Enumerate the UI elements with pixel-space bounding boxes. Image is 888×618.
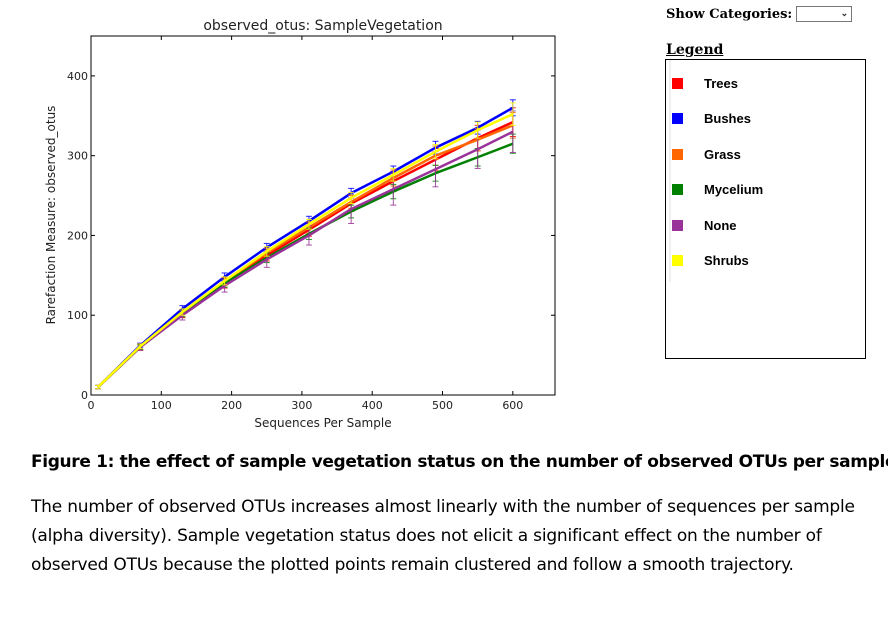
y-tick-label: 300 xyxy=(67,150,88,163)
x-tick-label: 100 xyxy=(151,399,172,412)
legend-box: Trees Bushes Grass Mycelium None Shrubs xyxy=(665,59,866,359)
legend-label: None xyxy=(704,218,737,233)
x-tick-label: 400 xyxy=(362,399,383,412)
series-line-grass xyxy=(97,124,514,388)
series-mycelium xyxy=(95,133,516,390)
chevron-down-icon: ⌄ xyxy=(840,9,849,19)
series-grass xyxy=(95,112,516,390)
series-layer xyxy=(95,99,516,390)
y-axis-title: Rarefaction Measure: observed_otus xyxy=(44,106,58,325)
rarefaction-chart: observed_otus: SampleVegetation 0 100 200 3… xyxy=(44,18,556,430)
figure-caption-title: Figure 1: the effect of sample vegetatio… xyxy=(31,452,888,472)
show-categories-select[interactable]: ⌄ xyxy=(796,6,853,22)
legend-swatch xyxy=(672,149,683,160)
legend-item-none[interactable]: None xyxy=(672,218,737,233)
series-shrubs xyxy=(95,102,516,390)
axis-ticks: 0 100 200 300 400 500 600 0 100 200 300 400 xyxy=(67,36,555,412)
x-tick-label: 200 xyxy=(221,399,242,412)
legend-label: Shrubs xyxy=(704,253,749,268)
series-none xyxy=(95,110,516,390)
legend-scroll-track xyxy=(669,60,671,282)
show-categories-control: Show Categories: ⌄ xyxy=(666,6,853,22)
chart-title: observed_otus: SampleVegetation xyxy=(203,18,442,34)
plot-area xyxy=(90,35,556,396)
y-tick-label: 0 xyxy=(81,389,88,402)
x-tick-label: 500 xyxy=(432,399,453,412)
series-line-mycelium xyxy=(97,142,514,388)
y-tick-label: 100 xyxy=(67,309,88,322)
legend-swatch xyxy=(672,220,683,231)
figure-caption-body: The number of observed OTUs increases al… xyxy=(31,497,855,575)
legend-label: Trees xyxy=(704,76,738,91)
legend-swatch xyxy=(672,113,683,124)
series-line-none xyxy=(97,130,514,388)
y-tick-label: 200 xyxy=(67,229,88,242)
legend-item-trees[interactable]: Trees xyxy=(672,76,738,91)
x-tick-label: 300 xyxy=(291,399,312,412)
x-axis-title: Sequences Per Sample xyxy=(254,416,391,430)
legend-label: Mycelium xyxy=(704,182,764,197)
legend-item-mycelium[interactable]: Mycelium xyxy=(672,182,763,197)
legend-swatch xyxy=(672,255,683,266)
legend-label: Bushes xyxy=(704,111,751,126)
x-tick-label: 0 xyxy=(88,399,95,412)
legend-item-grass[interactable]: Grass xyxy=(672,147,741,162)
legend-swatch xyxy=(672,184,683,195)
legend-title: Legend xyxy=(666,42,724,58)
x-tick-label: 600 xyxy=(502,399,523,412)
legend-item-bushes[interactable]: Bushes xyxy=(672,111,751,126)
legend-label: Grass xyxy=(704,147,741,162)
series-line-shrubs xyxy=(97,113,514,388)
show-categories-label: Show Categories: xyxy=(666,6,793,22)
legend-swatch xyxy=(672,78,683,89)
y-tick-label: 400 xyxy=(67,70,88,83)
legend-item-shrubs[interactable]: Shrubs xyxy=(672,253,749,268)
